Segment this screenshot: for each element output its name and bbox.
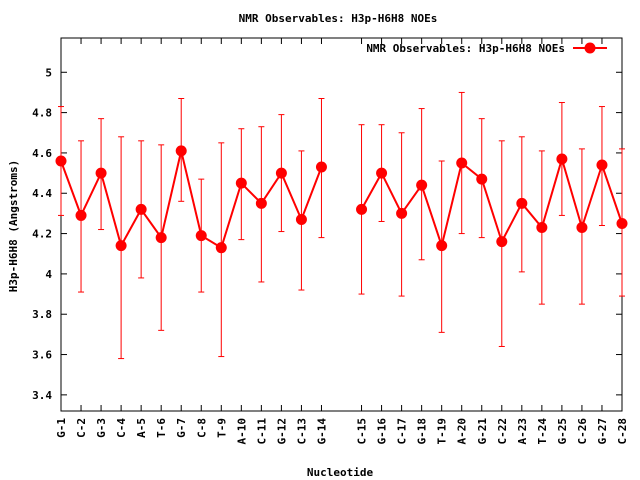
x-tick-label: C-28 [616,418,629,445]
x-tick-label: G-7 [175,418,188,438]
x-tick-label: A-20 [456,418,469,445]
y-tick-label: 3.8 [32,308,52,321]
x-tick-label: T-24 [536,418,549,445]
data-point [255,197,267,209]
y-axis-label: H3p-H6H8 (Angstroms) [7,160,20,292]
y-axis: 3.4 3.6 3.8 4 4.2 4.4 4.6 4.8 5 [32,66,622,402]
legend: NMR Observables: H3p-H6H8 NOEs [366,42,607,55]
data-point [416,179,428,191]
data-point [456,157,468,169]
x-tick-label: G-1 [55,418,68,438]
data-point [315,161,327,173]
data-point [295,213,307,225]
x-tick-label: T-19 [436,418,449,445]
x-tick-label: G-14 [315,418,328,445]
data-point [195,230,207,242]
legend-marker-swatch [584,42,596,54]
x-axis: G-1 C-2 G-3 C-4 A-5 T-6 G-7 C-8 T-9 A-10 C-11 G-12 C… [55,38,629,445]
data-point [476,173,488,185]
data-point [556,153,568,165]
x-tick-label: C-15 [356,418,369,445]
x-tick-label: C-2 [75,418,88,438]
data-point [576,222,588,234]
x-tick-label: C-8 [195,418,208,438]
data-point [275,167,287,179]
x-axis-label: Nucleotide [307,466,374,479]
y-tick-label: 4.6 [32,147,52,160]
data-point [496,236,508,248]
y-tick-label: 4.2 [32,228,52,241]
y-tick-label: 4 [45,268,52,281]
data-point [235,177,247,189]
data-point [175,145,187,157]
series-layer [55,91,628,360]
x-tick-label: T-6 [155,418,168,438]
data-point [536,222,548,234]
data-point [616,217,628,229]
x-tick-label: G-16 [376,418,389,445]
y-tick-label: 5 [45,66,52,79]
x-tick-label: C-13 [295,418,308,445]
data-point [596,159,608,171]
x-tick-label: T-9 [215,418,228,438]
data-point [376,167,388,179]
x-tick-label: C-4 [115,418,128,438]
x-tick-label: A-23 [516,418,529,445]
x-tick-label: A-10 [235,418,248,445]
x-tick-label: G-18 [416,418,429,445]
data-point [155,232,167,244]
data-point [356,203,368,215]
data-point [516,197,528,209]
chart-title: NMR Observables: H3p-H6H8 NOEs [239,12,438,25]
data-point [55,155,67,167]
x-tick-label: G-25 [556,418,569,445]
legend-label: NMR Observables: H3p-H6H8 NOEs [366,42,565,55]
x-tick-label: C-22 [496,418,509,445]
data-point [115,240,127,252]
y-tick-label: 3.6 [32,349,52,362]
x-tick-label: G-21 [476,418,489,445]
y-tick-label: 4.4 [32,187,52,200]
series-line [360,155,623,250]
x-tick-label: C-17 [396,418,409,445]
x-tick-label: C-26 [576,418,589,445]
x-tick-label: G-12 [275,418,288,445]
x-tick-label: A-5 [135,418,148,438]
y-tick-label: 3.4 [32,389,52,402]
y-tick-label: 4.8 [32,107,52,120]
data-point [436,240,448,252]
data-point [215,242,227,254]
data-point [95,167,107,179]
series-line [60,150,323,250]
x-tick-label: G-27 [596,418,609,445]
data-point [135,203,147,215]
data-point [75,209,87,221]
data-point [396,207,408,219]
x-tick-label: G-3 [95,418,108,438]
x-tick-label: C-11 [255,418,268,445]
